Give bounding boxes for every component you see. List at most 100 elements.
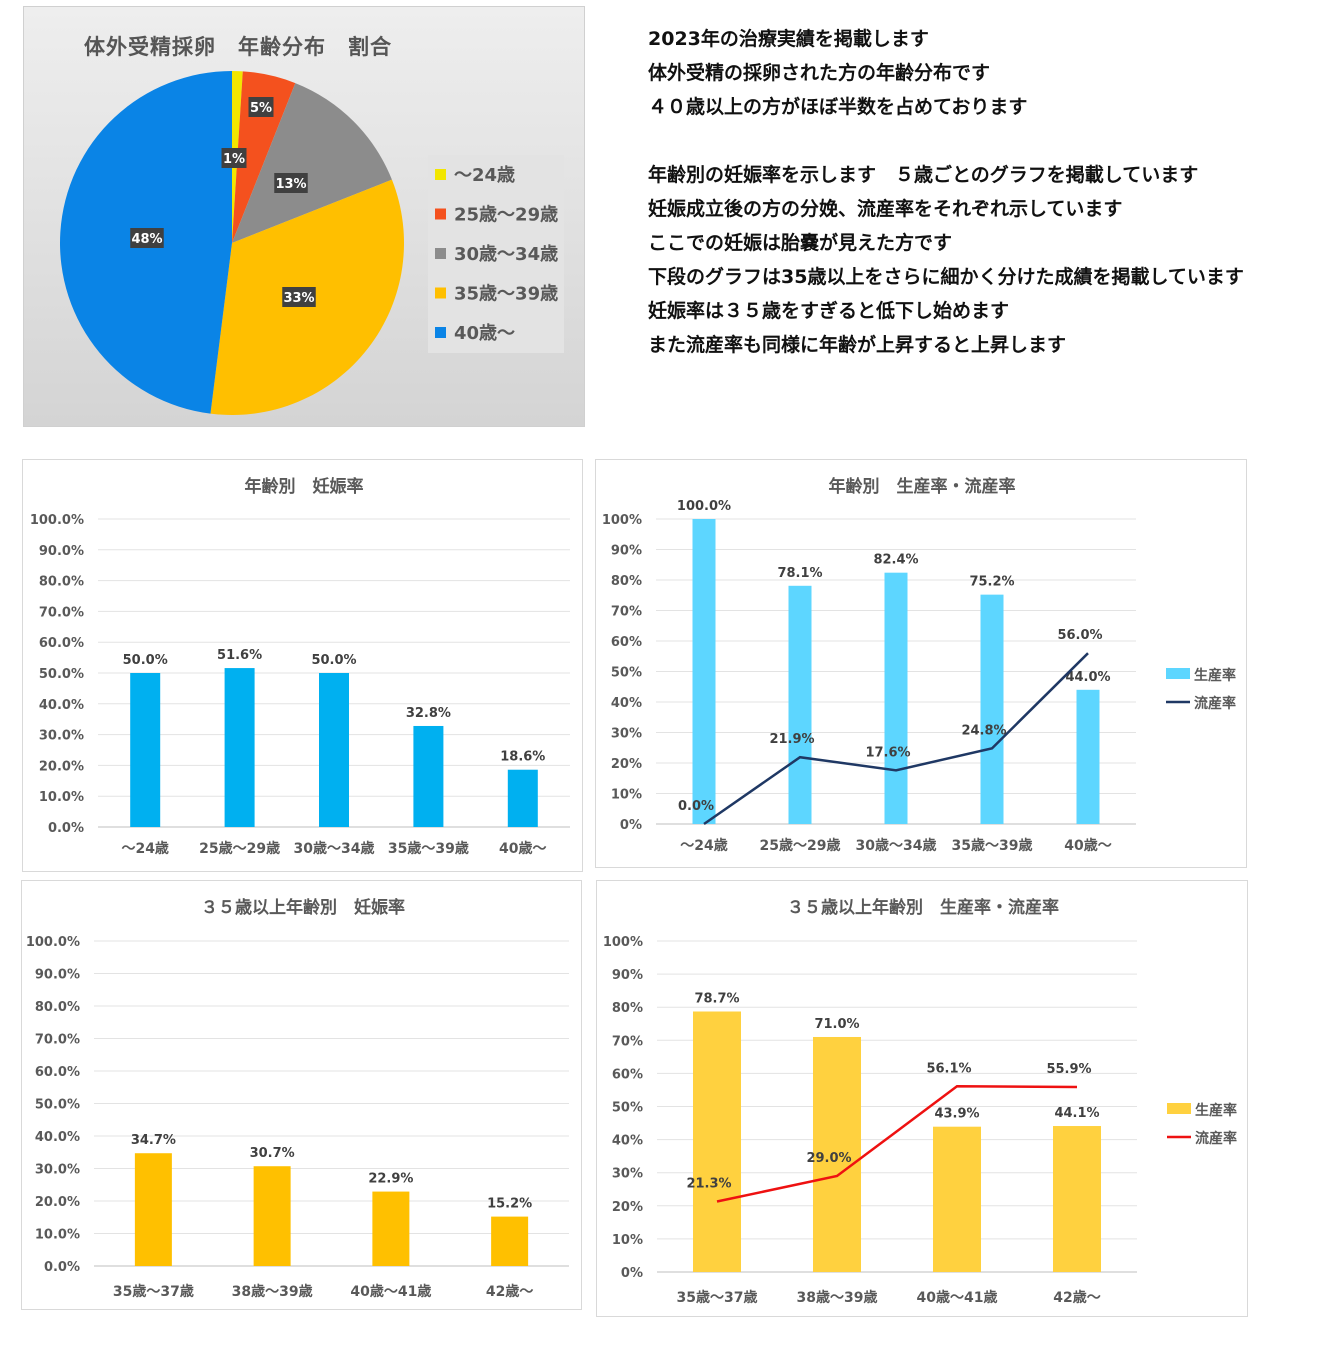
pie-chart: 1% 5% 13% 33% 48% 〜24歳 25歳〜29歳 30歳〜34歳 35歳〜39歳 40… [59, 71, 564, 416]
bar [1053, 1126, 1101, 1272]
y-tick-label: 80.0% [39, 575, 84, 590]
x-tick-label: 25歳〜29歳 [199, 840, 280, 857]
y-tick-label: 30.0% [35, 1163, 80, 1178]
chart-title: ３５歳以上年齢別 生産率・流産率 [787, 897, 1059, 918]
description-line: また流産率も同様に年齢が上昇すると上昇します [648, 334, 1067, 356]
y-tick-label: 70.0% [39, 605, 84, 620]
y-tick-label: 70% [611, 605, 642, 620]
pie-slice [232, 71, 296, 243]
y-tick-label: 10.0% [39, 790, 84, 805]
bar-data-label: 78.1% [777, 566, 822, 581]
birth-miscarriage-35plus-svg: ３５歳以上年齢別 生産率・流産率 0% 10% 20% 30% 40% 50% 60% 70% 8… [603, 897, 1237, 1306]
x-tick-label: 〜24歳 [680, 837, 727, 854]
description-line: 2023年の治療実績を掲載します [648, 28, 929, 50]
bar [933, 1126, 981, 1272]
pie-data-label-text: 13% [275, 177, 306, 192]
bar [319, 673, 349, 827]
y-tick-label: 20% [611, 757, 642, 772]
bar [693, 1011, 741, 1272]
y-tick-label: 0% [621, 1266, 643, 1281]
y-tick-label: 100% [603, 935, 643, 950]
legend-label: 流産率 [1195, 1130, 1237, 1147]
pie-data-label: 1% [221, 148, 247, 168]
description-line: 年齢別の妊娠率を示します ５歳ごとのグラフを掲載しています [648, 164, 1199, 186]
bar-data-label: 50.0% [311, 653, 356, 668]
x-tick-label: 38歳〜39歳 [797, 1289, 878, 1306]
line-data-label: 29.0% [806, 1151, 851, 1166]
x-tick-label: 40歳〜41歳 [917, 1289, 998, 1306]
pie-data-label-bg [282, 287, 316, 307]
y-tick-label: 60% [612, 1067, 643, 1082]
bar [692, 519, 716, 824]
description-line: ４０歳以上の方がほぼ半数を占めております [648, 96, 1028, 118]
pie-data-label-bg [221, 148, 247, 168]
y-tick-label: 30.0% [39, 729, 84, 744]
legend-label: 40歳〜 [454, 323, 515, 344]
legend-label: 生産率 [1194, 667, 1236, 684]
y-tick-label: 50% [612, 1101, 643, 1116]
pie-data-label-text: 1% [223, 152, 245, 167]
y-tick-label: 90.0% [39, 544, 84, 559]
pie-data-label: 48% [130, 228, 164, 248]
y-tick-label: 0.0% [48, 821, 84, 836]
bar-data-label: 18.6% [500, 750, 545, 765]
pie-data-label-text: 48% [131, 232, 162, 247]
bar [372, 1191, 410, 1266]
chart-title: ３５歳以上年齢別 妊娠率 [201, 897, 405, 918]
birth-miscarriage-35plus-chart: ３５歳以上年齢別 生産率・流産率 0% 10% 20% 30% 40% 50% 60% 70% 8… [596, 880, 1248, 1317]
pie-data-label-bg [130, 228, 164, 248]
y-tick-label: 10% [612, 1233, 643, 1248]
x-tick-label: 35歳〜39歳 [388, 840, 469, 857]
y-tick-label: 30% [612, 1167, 643, 1182]
y-tick-label: 80% [611, 574, 642, 589]
line-data-label: 0.0% [678, 799, 714, 814]
legend-label: 流産率 [1194, 695, 1236, 712]
legend-label: 生産率 [1195, 1102, 1237, 1119]
pie-data-label-bg [274, 173, 308, 193]
legend-label: 35歳〜39歳 [454, 284, 558, 305]
legend-swatch [435, 169, 446, 180]
line-data-label: 21.9% [769, 732, 814, 747]
y-tick-label: 30% [611, 727, 642, 742]
description-line: ここでの妊娠は胎嚢が見えた方です [648, 232, 953, 254]
bar-data-label: 100.0% [677, 499, 731, 514]
chart-title: 年齢別 生産率・流産率 [829, 476, 1016, 497]
description-line: 下段のグラフは35歳以上をさらに細かく分けた成績を掲載しています [648, 266, 1244, 288]
bar-data-label: 30.7% [250, 1146, 295, 1161]
y-tick-label: 70.0% [35, 1033, 80, 1048]
bar [134, 1153, 172, 1266]
y-tick-label: 50.0% [39, 667, 84, 682]
x-tick-label: 38歳〜39歳 [232, 1283, 313, 1300]
bar-data-label: 44.0% [1065, 670, 1110, 685]
pie-legend-bg [428, 155, 564, 353]
y-tick-label: 40.0% [39, 698, 84, 713]
legend-swatch [435, 248, 446, 259]
bar [413, 725, 444, 827]
pregnancy-rate-35plus-chart: ３５歳以上年齢別 妊娠率 0.0% 10.0% 20.0% 30.0% 40.0% 50.0… [21, 880, 582, 1310]
y-tick-label: 0% [620, 818, 642, 833]
pie-data-label-bg [248, 97, 274, 117]
y-tick-label: 100% [602, 513, 642, 528]
legend-swatch [1166, 668, 1190, 679]
y-tick-label: 80% [612, 1001, 643, 1016]
bar-data-label: 34.7% [131, 1133, 176, 1148]
pie-data-label-text: 33% [283, 291, 314, 306]
bar-data-label: 43.9% [934, 1107, 979, 1122]
legend-swatch [435, 327, 446, 338]
y-tick-label: 70% [612, 1034, 643, 1049]
bar [788, 585, 812, 824]
bar-data-label: 78.7% [694, 992, 739, 1007]
bar-data-label: 51.6% [217, 648, 262, 663]
line-series [703, 652, 1089, 826]
line-data-label: 24.8% [961, 723, 1006, 738]
x-tick-label: 40歳〜 [1064, 837, 1111, 854]
x-tick-label: 25歳〜29歳 [760, 837, 841, 854]
x-tick-label: 35歳〜37歳 [113, 1283, 194, 1300]
x-tick-label: 30歳〜34歳 [856, 837, 937, 854]
x-tick-label: 30歳〜34歳 [294, 840, 375, 857]
chart-title: 年齢別 妊娠率 [245, 476, 364, 497]
bar [1076, 689, 1100, 824]
line-series [716, 1085, 1078, 1203]
pregnancy-rate-35plus-svg: ３５歳以上年齢別 妊娠率 0.0% 10.0% 20.0% 30.0% 40.0% 50.0… [26, 897, 569, 1300]
description-text: 2023年の治療実績を掲載します 体外受精の採卵された方の年齢分布です ４０歳以… [648, 24, 1318, 364]
